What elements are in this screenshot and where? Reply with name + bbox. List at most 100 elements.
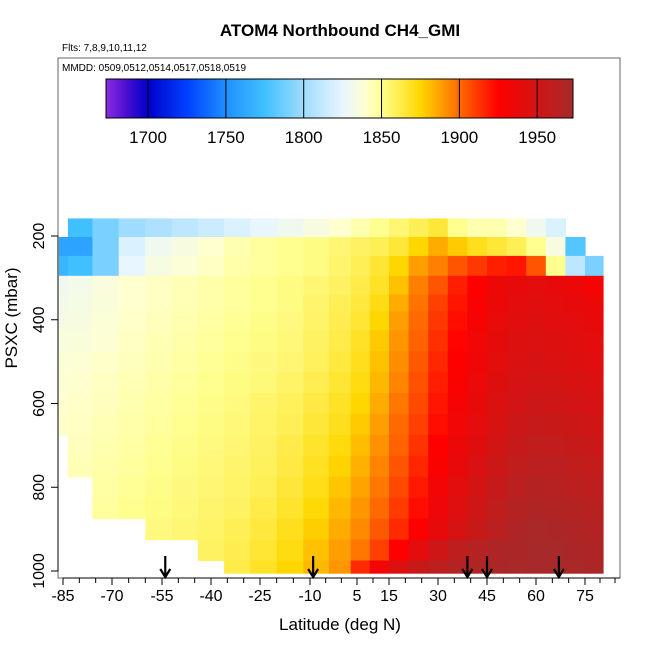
heatmap-cell [92, 275, 120, 296]
heatmap-cell [565, 476, 586, 499]
heatmap-cell [197, 255, 225, 277]
heatmap-cell [276, 518, 304, 541]
heatmap-cell [467, 539, 488, 562]
heatmap-cell [447, 434, 468, 457]
heatmap-cell [276, 414, 304, 436]
heatmap-cell [545, 476, 566, 499]
heatmap-cell [59, 372, 69, 394]
heatmap-cell [389, 330, 410, 352]
heatmap-cell [408, 311, 429, 331]
heatmap-cell [487, 351, 508, 373]
heatmap-cell [224, 518, 251, 541]
heatmap-cell [328, 237, 352, 257]
heatmap-cell [506, 497, 527, 520]
heatmap-cell [369, 237, 390, 257]
heatmap-cell [526, 275, 547, 296]
heatmap-cell [506, 372, 527, 394]
heatmap-cell [585, 414, 604, 436]
heatmap-cell [487, 311, 508, 331]
heatmap-cell [328, 294, 352, 312]
heatmap-cell [67, 237, 93, 257]
heatmap-cell [171, 237, 199, 257]
heatmap-cell [171, 518, 199, 541]
heatmap-cell [408, 560, 429, 574]
heatmap-cell [389, 518, 410, 541]
heatmap-cell [197, 294, 225, 312]
colorbar-tick-label: 1900 [440, 128, 478, 147]
heatmap-cell [197, 455, 225, 478]
x-axis-label: Latitude (deg N) [279, 615, 401, 634]
heatmap-cell [565, 497, 586, 520]
heatmap-cell [350, 539, 371, 562]
heatmap-cell [565, 372, 586, 394]
heatmap-cell [467, 497, 488, 520]
heatmap-cell [545, 275, 566, 296]
heatmap-cell [585, 255, 604, 277]
heatmap-cell [565, 294, 586, 312]
heatmap-cell [467, 255, 488, 277]
heatmap-cell [276, 255, 304, 277]
heatmap-cell [250, 218, 278, 238]
heatmap-cell [118, 476, 146, 499]
heatmap-cell [197, 330, 225, 352]
heatmap-cell [506, 539, 527, 562]
heatmap-cell [585, 330, 604, 352]
heatmap-cell [487, 414, 508, 436]
heatmap-cell [545, 434, 566, 457]
heatmap-cells [59, 218, 604, 574]
heatmap-cell [447, 255, 468, 277]
y-axis-label: PSXC (mbar) [2, 267, 21, 368]
heatmap-cell [197, 497, 225, 520]
heatmap-cell [276, 275, 304, 296]
heatmap-cell [369, 455, 390, 478]
heatmap-cell [565, 237, 586, 257]
heatmap-cell [197, 539, 225, 562]
heatmap-cell [369, 539, 390, 562]
heatmap-cell [303, 330, 330, 352]
heatmap-cell [467, 330, 488, 352]
heatmap-cell [328, 560, 352, 574]
heatmap-cell [328, 330, 352, 352]
heatmap-cell [118, 237, 146, 257]
heatmap-cell [545, 237, 566, 257]
heatmap-cell [197, 311, 225, 331]
heatmap-cell [428, 311, 449, 331]
heatmap-cell [250, 476, 278, 499]
heatmap-cell [565, 275, 586, 296]
heatmap-cell [350, 311, 371, 331]
heatmap-cell [428, 497, 449, 520]
heatmap-cell [250, 497, 278, 520]
heatmap-cell [171, 372, 199, 394]
heatmap-cell [250, 351, 278, 373]
heatmap-cell [467, 455, 488, 478]
heatmap-cell [447, 393, 468, 415]
heatmap-cell [92, 255, 120, 277]
heatmap-cell [467, 351, 488, 373]
x-tick-label: -10 [298, 588, 321, 605]
heatmap-cell [467, 414, 488, 436]
heatmap-cell [224, 311, 251, 331]
heatmap-cell [171, 255, 199, 277]
heatmap-cell [369, 255, 390, 277]
heatmap-cell [467, 218, 488, 238]
heatmap-cell [350, 351, 371, 373]
heatmap-cell [328, 497, 352, 520]
heatmap-cell [467, 393, 488, 415]
heatmap-cell [369, 311, 390, 331]
heatmap-cell [428, 414, 449, 436]
heatmap-cell [545, 218, 566, 238]
heatmap-cell [328, 455, 352, 478]
heatmap-cell [276, 497, 304, 520]
heatmap-cell [118, 275, 146, 296]
y-tick-label: 200 [31, 223, 48, 250]
heatmap-cell [350, 237, 371, 257]
heatmap-cell [67, 255, 93, 277]
heatmap-cell [585, 497, 604, 520]
heatmap-cell [145, 372, 173, 394]
heatmap-cell [506, 393, 527, 415]
heatmap-cell [250, 330, 278, 352]
heatmap-cell [276, 434, 304, 457]
heatmap-cell [428, 218, 449, 238]
heatmap-cell [565, 560, 586, 574]
heatmap-cell [197, 518, 225, 541]
